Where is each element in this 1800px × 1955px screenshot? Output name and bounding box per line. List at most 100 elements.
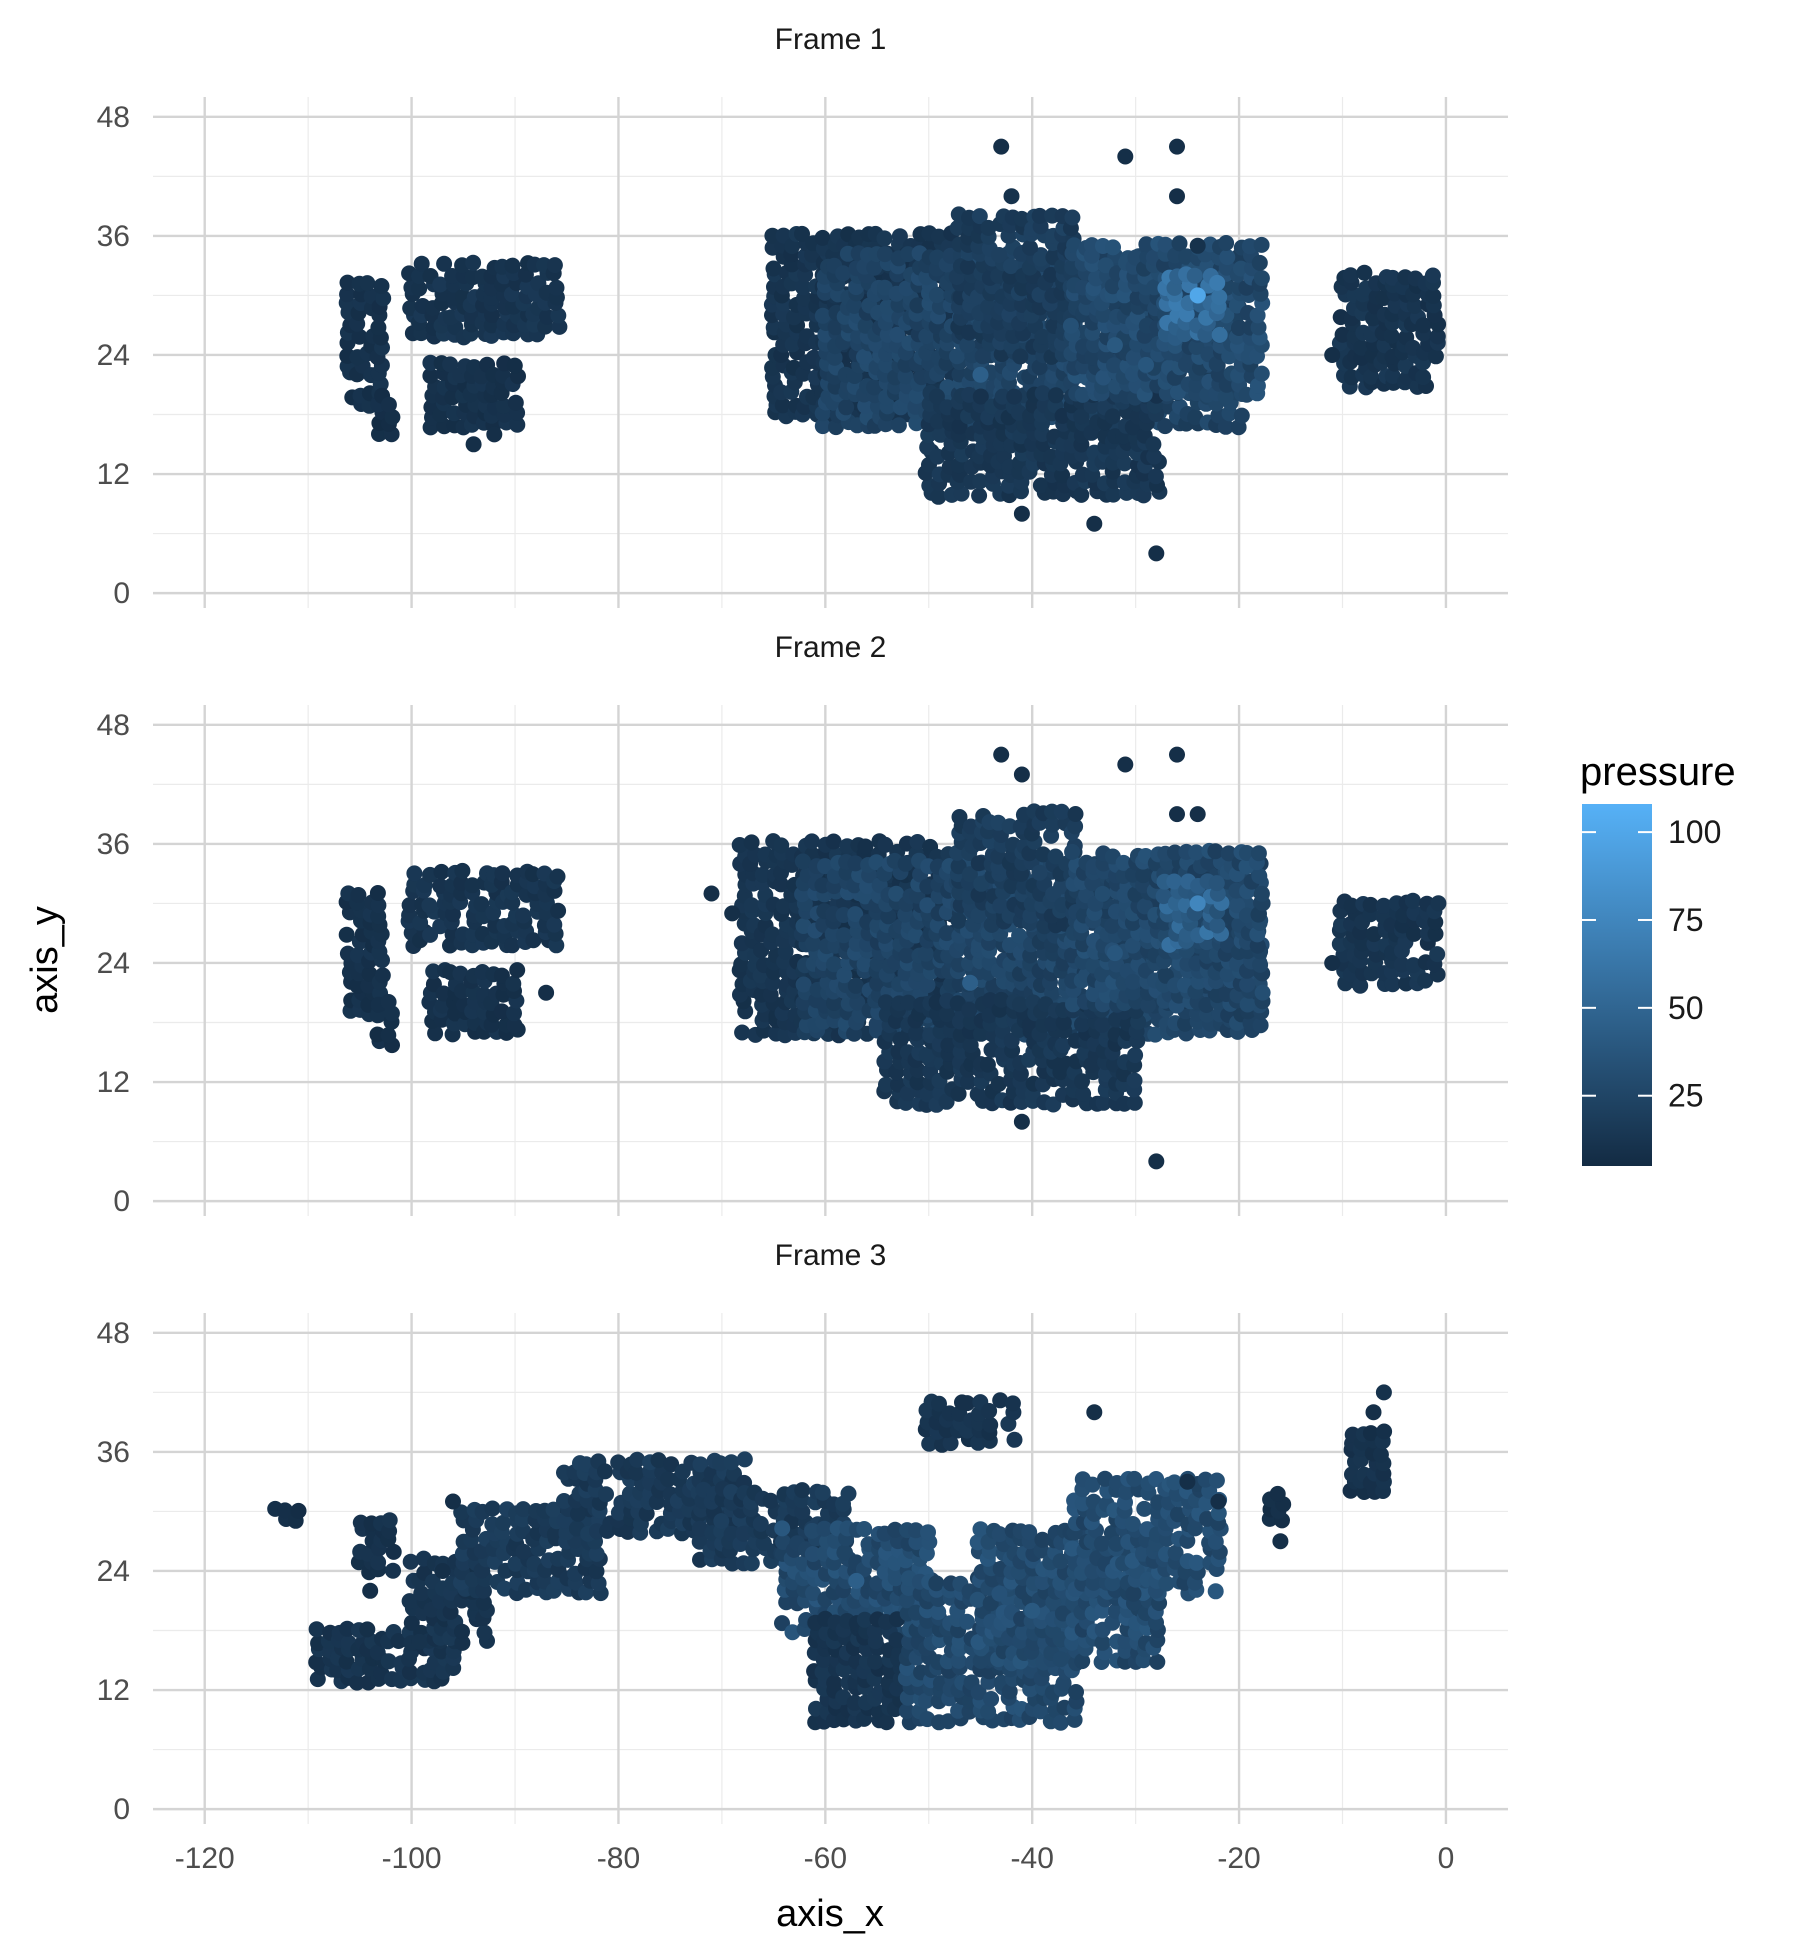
data-point xyxy=(1064,210,1080,226)
data-point xyxy=(804,833,820,849)
data-point xyxy=(734,1025,750,1041)
y-tick-label: 24 xyxy=(97,339,130,372)
data-point xyxy=(550,903,566,919)
y-tick-label: 36 xyxy=(97,220,130,253)
data-point xyxy=(598,1486,614,1502)
data-point xyxy=(1048,387,1064,403)
facet-strip-title: Frame 1 xyxy=(775,23,887,56)
data-point xyxy=(1107,945,1123,961)
data-point xyxy=(1012,349,1028,365)
data-point xyxy=(1425,268,1441,284)
data-point xyxy=(1219,249,1235,265)
data-point xyxy=(495,1515,511,1531)
y-tick-label: 36 xyxy=(97,1436,130,1469)
data-point xyxy=(867,1654,883,1670)
data-point xyxy=(382,1512,398,1528)
y-tick-label: 12 xyxy=(97,1066,130,1099)
data-point xyxy=(509,962,525,978)
data-point xyxy=(350,887,366,903)
data-point xyxy=(454,863,470,879)
data-point xyxy=(1187,268,1203,284)
data-point xyxy=(1324,955,1340,971)
data-point xyxy=(494,865,510,881)
data-point xyxy=(993,139,1009,155)
data-point xyxy=(1209,875,1225,891)
data-point xyxy=(1169,188,1185,204)
data-point xyxy=(1073,487,1089,503)
data-point xyxy=(891,417,907,433)
data-point xyxy=(411,1634,427,1650)
y-tick-label: 48 xyxy=(97,709,130,742)
data-point xyxy=(291,1503,307,1519)
y-tick-label: 0 xyxy=(113,577,130,610)
data-point xyxy=(1117,149,1133,165)
data-point xyxy=(796,977,812,993)
data-point xyxy=(486,426,502,442)
data-point xyxy=(795,853,811,869)
data-point xyxy=(961,1002,977,1018)
data-point xyxy=(713,1513,729,1529)
data-point xyxy=(1014,767,1030,783)
data-point xyxy=(1068,806,1084,822)
data-point xyxy=(515,908,531,924)
data-point xyxy=(1094,1017,1110,1033)
data-point xyxy=(1138,357,1154,373)
data-point xyxy=(359,275,375,291)
data-point xyxy=(507,358,523,374)
data-point xyxy=(1429,946,1445,962)
data-point xyxy=(1252,255,1268,271)
data-point xyxy=(1032,865,1048,881)
data-point xyxy=(1211,289,1227,305)
data-point xyxy=(1064,844,1080,860)
data-point xyxy=(370,1554,386,1570)
data-point xyxy=(1117,757,1133,773)
data-point xyxy=(549,280,565,296)
y-tick-label: 48 xyxy=(97,101,130,134)
scatter-points xyxy=(267,1384,1392,1730)
data-point xyxy=(1218,235,1234,251)
data-point xyxy=(1209,275,1225,291)
facet-strip-title: Frame 2 xyxy=(775,631,887,664)
y-tick-label: 0 xyxy=(113,1793,130,1826)
data-point xyxy=(1006,389,1022,405)
data-point xyxy=(993,747,1009,763)
data-point xyxy=(309,1621,325,1637)
data-point xyxy=(465,255,481,271)
data-point xyxy=(826,834,842,850)
y-tick-label: 12 xyxy=(97,458,130,491)
data-point xyxy=(1190,806,1206,822)
data-point xyxy=(794,1482,810,1498)
data-point xyxy=(1169,747,1185,763)
data-point xyxy=(1145,436,1161,452)
data-point xyxy=(1234,408,1250,424)
y-tick-label: 24 xyxy=(97,1555,130,1588)
data-point xyxy=(550,869,566,885)
data-point xyxy=(1148,1153,1164,1169)
data-point xyxy=(1254,237,1270,253)
data-point xyxy=(704,886,720,902)
data-point xyxy=(538,985,554,1001)
data-point xyxy=(973,367,989,383)
data-point xyxy=(1251,845,1267,861)
data-point xyxy=(1125,974,1141,990)
data-point xyxy=(737,1451,753,1467)
data-point xyxy=(381,397,397,413)
data-point xyxy=(744,834,760,850)
data-point xyxy=(1428,348,1444,364)
data-point xyxy=(1014,1114,1030,1130)
y-tick-label: 24 xyxy=(97,947,130,980)
data-point xyxy=(1169,806,1185,822)
data-point xyxy=(477,1625,493,1641)
data-point xyxy=(547,257,563,273)
data-point xyxy=(374,278,390,294)
data-point xyxy=(815,308,831,324)
data-point xyxy=(505,976,521,992)
data-point xyxy=(929,287,945,303)
data-point xyxy=(508,395,524,411)
data-point xyxy=(841,1486,857,1502)
